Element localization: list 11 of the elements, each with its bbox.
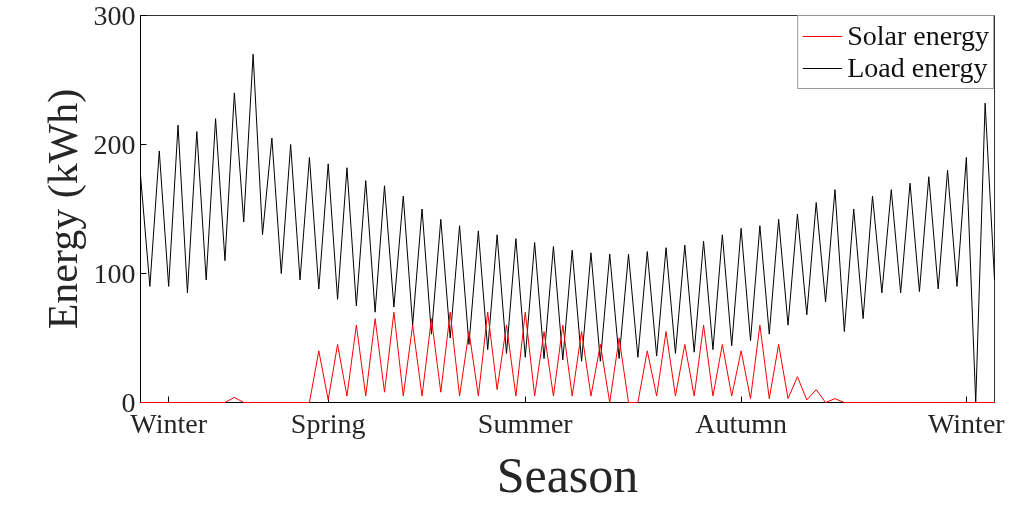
x-tick-label: Winter — [928, 407, 1006, 439]
x-tick-label: Autumn — [695, 407, 788, 439]
x-axis-title: Season — [496, 446, 639, 503]
y-tick-label: 100 — [93, 257, 136, 289]
legend-label: Solar energy — [847, 20, 989, 52]
y-axis-title: Energy (kWh) — [39, 88, 87, 330]
legend-label: Load energy — [847, 52, 988, 84]
y-tick-label: 300 — [93, 0, 136, 31]
x-tick-label: Spring — [290, 407, 366, 439]
y-tick-label: 200 — [93, 128, 136, 160]
x-tick-label: Summer — [477, 407, 574, 439]
